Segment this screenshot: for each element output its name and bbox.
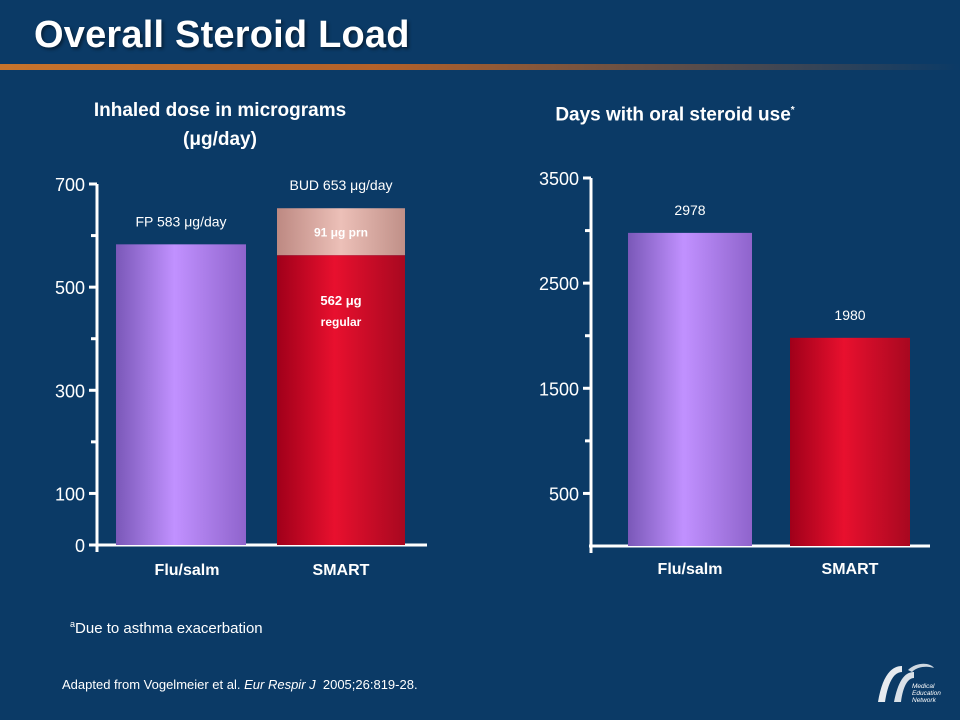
y-tick-label: 3500: [539, 169, 579, 189]
regular-segment-label-line2: regular: [321, 315, 362, 329]
chart-oral-steroid-days: 500 1500 2500 3500 2978 Flu/salm 1980 SMART: [539, 169, 930, 578]
citation-suffix: 2005;26:819-28.: [315, 677, 418, 692]
logo-text-1: Medical: [912, 683, 935, 690]
bar-top-label: FP 583 μg/day: [135, 213, 226, 229]
footnote-text: Due to asthma exacerbation: [75, 620, 263, 637]
logo-text-3: Network: [912, 697, 937, 704]
x-category-label: Flu/salm: [155, 562, 220, 579]
x-category-label: Flu/salm: [658, 561, 723, 578]
bar-flu-salm: [116, 244, 246, 546]
footnote: aDue to asthma exacerbation: [70, 619, 263, 637]
bar-value-label: 1980: [834, 307, 865, 323]
chart-right-title-marker: *: [790, 105, 795, 116]
footnote-marker: a: [70, 619, 76, 629]
y-tick-label: 500: [549, 484, 579, 504]
y-tick-label: 2500: [539, 274, 579, 294]
y-tick-label: 100: [55, 484, 85, 504]
bar-flu-salm: [628, 232, 752, 546]
y-tick-label: 1500: [539, 379, 579, 399]
y-tick-label: 0: [75, 536, 85, 556]
bar-smart-regular: [277, 255, 405, 545]
chart-inhaled-dose: 0 100 300 500 700 FP 583 μg/day Flu/salm BUD 65…: [55, 175, 427, 579]
citation: Adapted from Vogelmeier et al. Eur Respi…: [62, 677, 418, 692]
logo-text-2: Education: [912, 690, 941, 697]
bar-value-label: 2978: [674, 202, 705, 218]
publisher-logo: Medical Education Network: [878, 663, 941, 704]
chart-right-title: Days with oral steroid use: [555, 104, 791, 126]
bar-smart-prn: [277, 208, 405, 256]
bar-top-label: BUD 653 μg/day: [289, 177, 392, 193]
x-category-label: SMART: [313, 562, 370, 579]
y-tick-label: 700: [55, 175, 85, 195]
bar-smart: [790, 337, 910, 546]
regular-segment-label-line1: 562 μg: [320, 293, 361, 308]
chart-right-heading: Days with oral steroid use*: [505, 96, 845, 129]
prn-segment-label: 91 μg prn: [314, 226, 368, 240]
chart-left-title-line1: Inhaled dose in micrograms: [93, 100, 347, 121]
title-underline: [0, 64, 960, 70]
citation-prefix: Adapted from Vogelmeier et al.: [62, 677, 245, 692]
x-category-label: SMART: [822, 561, 879, 578]
chart-left-heading: Inhaled dose in micrograms (μg/day): [30, 96, 410, 154]
citation-journal: Eur Respir J: [244, 677, 316, 692]
y-tick-label: 500: [55, 278, 85, 298]
slide-title: Overall Steroid Load: [34, 14, 410, 56]
y-tick-label: 300: [55, 381, 85, 401]
chart-left-title-line2: (μg/day): [183, 129, 257, 150]
